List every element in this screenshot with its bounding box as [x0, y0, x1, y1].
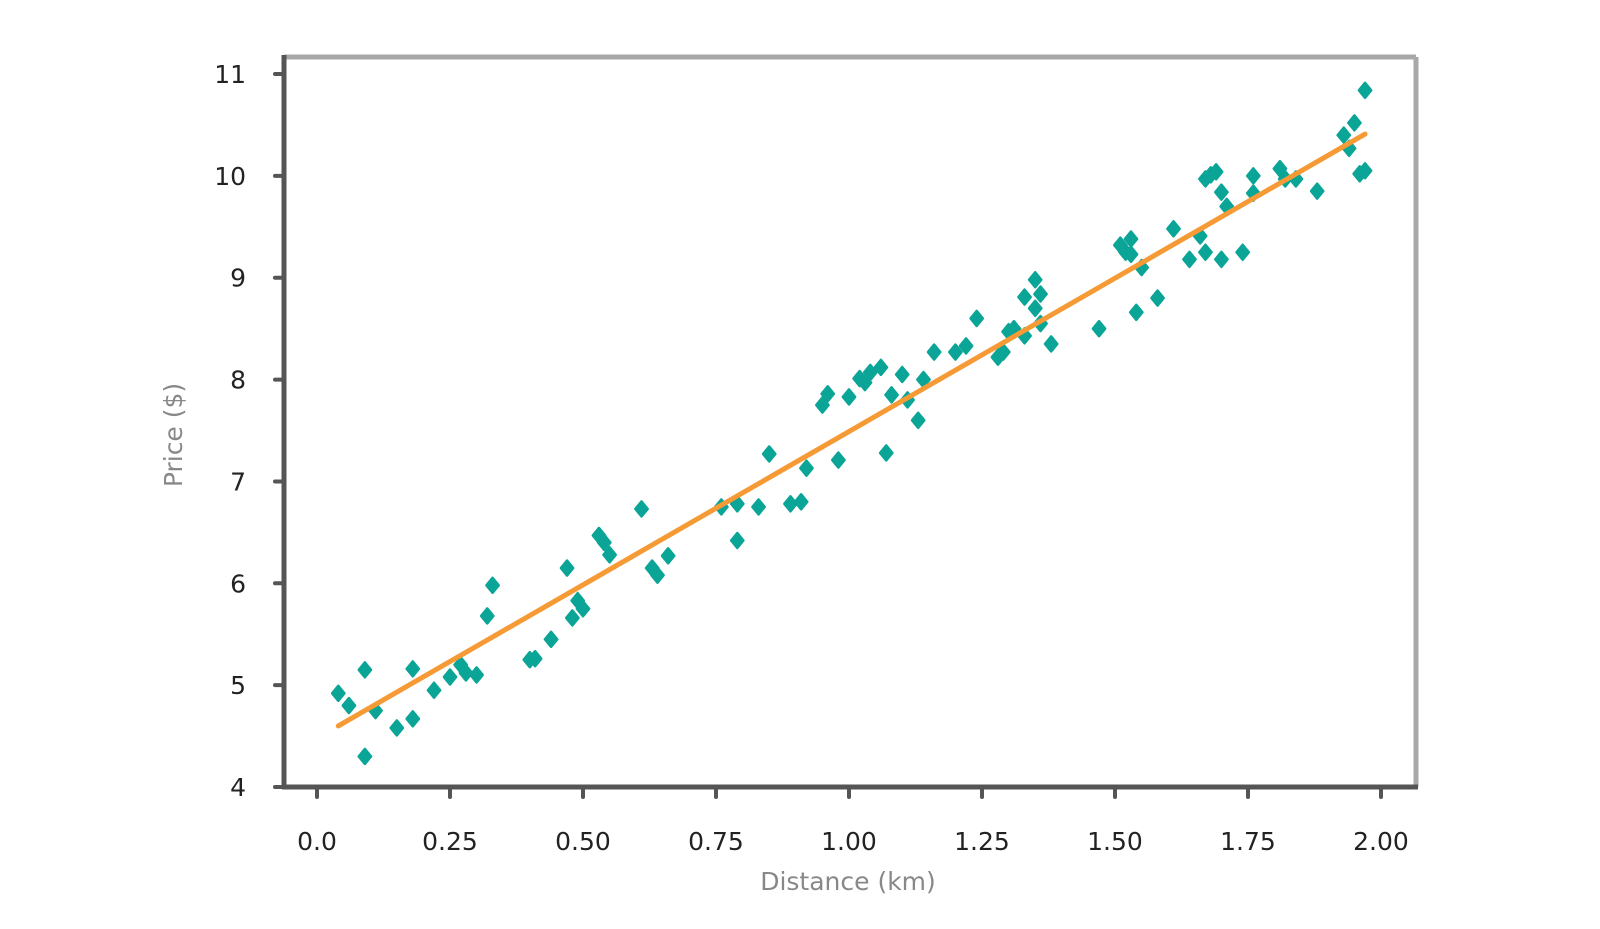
- data-point-diamond: [1357, 162, 1373, 180]
- data-point-diamond: [660, 547, 676, 565]
- data-point-diamond: [926, 343, 942, 361]
- data-point-diamond: [729, 531, 745, 550]
- data-point-diamond: [958, 337, 974, 355]
- data-point-diamond: [841, 388, 857, 406]
- data-point-diamond: [1091, 319, 1107, 338]
- data-point-diamond: [969, 309, 985, 328]
- data-point-diamond: [330, 684, 346, 703]
- x-tick-label: 0.25: [422, 827, 478, 856]
- x-tick-label: 0.0: [297, 827, 337, 856]
- y-tick-label: 7: [230, 467, 246, 496]
- data-point-diamond: [1027, 299, 1043, 318]
- y-tick-label: 5: [230, 671, 246, 700]
- data-point-diamond: [543, 630, 559, 649]
- x-axis-ticks: 0.0 0.25 0.50 0.75 1.00 1.25 1.50 1.75 2.00: [297, 785, 1409, 856]
- data-point-diamond: [634, 500, 649, 518]
- y-tick-label: 8: [230, 366, 246, 395]
- data-point-diamond: [1128, 303, 1144, 322]
- data-point-diamond: [389, 719, 405, 737]
- data-point-diamond: [357, 661, 373, 679]
- y-axis-label: Price ($): [159, 383, 188, 487]
- y-tick-label: 10: [214, 162, 246, 191]
- data-point-diamond: [650, 566, 665, 584]
- y-tick-label: 9: [230, 264, 246, 293]
- data-point-diamond: [527, 649, 543, 668]
- data-points: [330, 81, 1373, 766]
- data-point-diamond: [426, 681, 442, 700]
- data-point-diamond: [1336, 126, 1352, 144]
- data-point-diamond: [1166, 220, 1181, 238]
- data-point-diamond: [405, 710, 421, 728]
- x-tick-label: 1.50: [1087, 827, 1143, 856]
- x-axis-label: Distance (km): [760, 867, 936, 896]
- data-point-diamond: [815, 396, 830, 414]
- data-point-diamond: [894, 365, 910, 384]
- data-point-diamond: [1027, 271, 1043, 289]
- data-point-diamond: [1214, 250, 1229, 269]
- x-tick-label: 1.25: [954, 827, 1010, 856]
- data-point-diamond: [559, 559, 575, 577]
- data-point-diamond: [1347, 114, 1362, 132]
- data-point-diamond: [485, 576, 500, 595]
- data-point-diamond: [1043, 335, 1059, 353]
- data-point-diamond: [873, 358, 889, 377]
- data-point-diamond: [1182, 250, 1197, 269]
- data-point-diamond: [357, 747, 373, 766]
- data-point-diamond: [469, 666, 484, 684]
- data-point-diamond: [910, 411, 926, 430]
- y-tick-label: 11: [214, 60, 246, 89]
- x-tick-label: 1.00: [821, 827, 877, 856]
- data-point-diamond: [479, 607, 495, 625]
- y-tick-label: 6: [230, 569, 246, 598]
- data-point-diamond: [575, 600, 591, 618]
- x-tick-label: 0.75: [688, 827, 744, 856]
- data-point-diamond: [1150, 289, 1165, 307]
- y-axis-ticks: 4 5 6 7 8 9 10 11: [214, 60, 286, 802]
- data-point-diamond: [1123, 245, 1139, 264]
- data-point-diamond: [1245, 167, 1261, 185]
- data-point-diamond: [1357, 81, 1373, 100]
- data-point-diamond: [1235, 243, 1251, 262]
- data-point-diamond: [1033, 285, 1048, 303]
- data-point-diamond: [1198, 243, 1213, 262]
- data-point-diamond: [884, 386, 899, 404]
- data-point-diamond: [751, 498, 766, 516]
- data-point-diamond: [948, 343, 963, 361]
- data-point-diamond: [878, 444, 894, 462]
- data-point-diamond: [458, 664, 474, 682]
- data-point-diamond: [862, 363, 878, 382]
- data-point-diamond: [995, 343, 1011, 361]
- data-point-diamond: [1309, 182, 1325, 200]
- data-point-diamond: [783, 495, 798, 513]
- regression-line: [335, 131, 1368, 729]
- y-tick-label: 4: [230, 773, 246, 802]
- x-tick-label: 2.00: [1353, 827, 1409, 856]
- data-point-diamond: [830, 451, 846, 469]
- x-tick-label: 0.50: [555, 827, 611, 856]
- data-point-diamond: [820, 385, 836, 403]
- data-point-diamond: [564, 609, 580, 627]
- data-point-diamond: [602, 546, 617, 564]
- data-point-diamond: [761, 445, 777, 463]
- fit-line: [335, 131, 1368, 729]
- data-point-diamond: [405, 660, 421, 678]
- data-point-diamond: [1017, 288, 1032, 306]
- data-point-diamond: [729, 495, 745, 513]
- data-point-diamond: [1214, 183, 1229, 201]
- data-point-diamond: [341, 696, 357, 715]
- data-point-diamond: [596, 533, 612, 552]
- x-tick-label: 1.75: [1220, 827, 1276, 856]
- data-point-diamond: [799, 459, 814, 477]
- data-point-diamond: [793, 493, 809, 511]
- data-point-diamond: [442, 668, 458, 686]
- data-point-diamond: [1208, 163, 1224, 181]
